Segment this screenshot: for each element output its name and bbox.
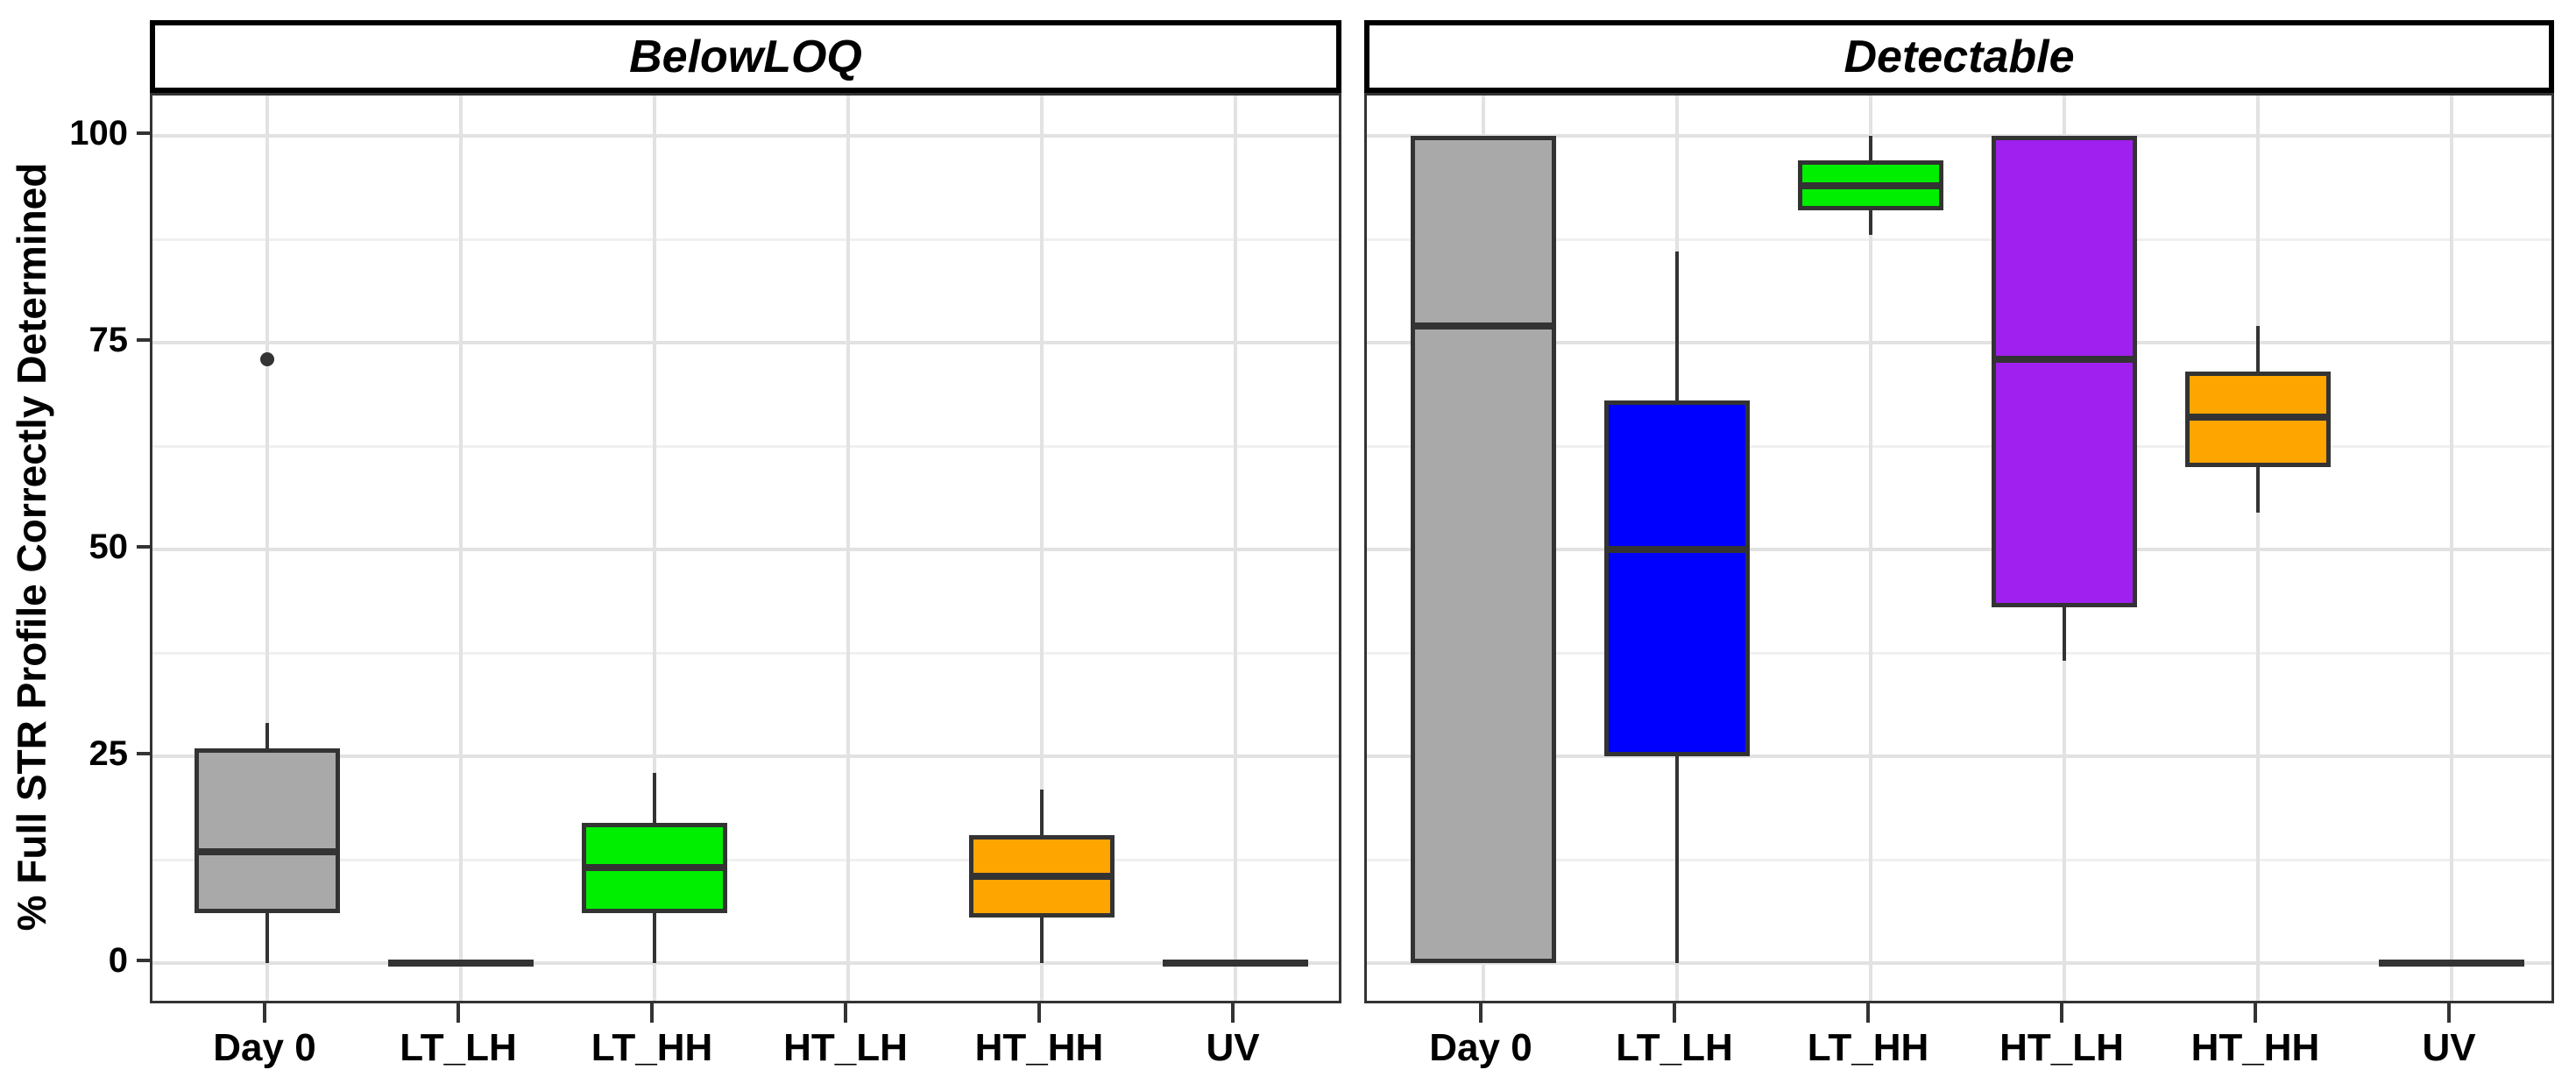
grid-major-line [152,548,1339,551]
grid-vline [1234,96,1237,1001]
y-tick-label: 50 [88,528,129,566]
median-line [1992,355,2137,363]
grid-vline [2256,96,2260,1001]
grid-major-line [1367,548,2551,551]
grid-vline [1869,96,1872,1001]
plot-panel-detectable [1364,93,2554,1003]
median-line [195,847,340,855]
median-line [1604,546,1750,553]
x-axis-label: HT_HH [2190,1026,2320,1069]
grid-major-line [152,961,1339,965]
grid-major-line [1367,341,2551,344]
x-axis-label: HT_LH [1999,1026,2124,1069]
grid-major-line [152,755,1339,758]
x-axis-label: UV [2422,1026,2476,1069]
facet-strip-label: Detectable [1844,31,2075,82]
y-tick [137,752,150,755]
grid-vline [265,96,269,1001]
grid-minor-line [1367,652,2551,655]
x-axis-label: LT_HH [1807,1026,1929,1069]
x-axis-label: Day 0 [213,1026,316,1069]
y-tick [137,545,150,549]
x-tick [2447,1003,2451,1023]
y-tick [137,131,150,135]
y-tick [137,338,150,342]
grid-minor-line [1367,445,2551,448]
box-rect [1604,400,1750,756]
grid-major-line [1367,961,2551,965]
x-axis-label: HT_LH [783,1026,908,1069]
x-tick [456,1003,460,1023]
x-axis-label: Day 0 [1429,1026,1532,1069]
x-axis-label: HT_HH [974,1026,1104,1069]
x-axis-label: LT_LH [1616,1026,1733,1069]
grid-minor-line [152,859,1339,861]
grid-vline [1040,96,1044,1001]
grid-minor-line [152,445,1339,448]
y-tick [137,959,150,962]
grid-major-line [1367,134,2551,138]
x-tick [1231,1003,1235,1023]
x-axis-label: UV [1206,1026,1260,1069]
x-tick [650,1003,654,1023]
grid-vline [846,96,850,1001]
grid-vline [2450,96,2453,1001]
x-tick [2060,1003,2063,1023]
grid-minor-line [1367,238,2551,241]
box-rect [1992,136,2137,608]
grid-vline [653,96,656,1001]
x-tick [2254,1003,2257,1023]
x-axis-label: LT_LH [400,1026,517,1069]
y-tick-label: 100 [69,114,128,152]
y-tick-label: 75 [88,321,129,359]
median-line [1798,181,1943,189]
grid-minor-line [152,238,1339,241]
outlier-point [260,351,274,366]
grid-major-line [1367,755,2551,758]
plot-panel-belowloq [150,93,1341,1003]
box-rect [195,747,340,914]
grid-vline [459,96,463,1001]
median-line [1411,322,1556,330]
facet-strip-label: BelowLOQ [629,31,862,82]
zero-flat-line [388,960,534,967]
x-axis-label: LT_HH [591,1026,713,1069]
facet-strip-belowloq: BelowLOQ [150,20,1341,93]
grid-minor-line [1367,859,2551,861]
zero-flat-line [1163,960,1308,967]
y-tick-label: 0 [108,941,128,980]
grid-minor-line [152,652,1339,655]
median-line [2185,413,2331,421]
x-tick [844,1003,847,1023]
grid-major-line [152,341,1339,344]
facet-strip-detectable: Detectable [1364,20,2554,93]
x-tick [263,1003,266,1023]
zero-flat-line [2379,960,2524,967]
x-tick [1866,1003,1870,1023]
x-tick [1479,1003,1483,1023]
median-line [969,872,1115,880]
median-line [582,864,727,872]
box-rect [1411,136,1556,963]
x-tick [1673,1003,1676,1023]
y-tick-label: 25 [88,734,129,773]
x-tick [1037,1003,1041,1023]
grid-major-line [152,134,1339,138]
